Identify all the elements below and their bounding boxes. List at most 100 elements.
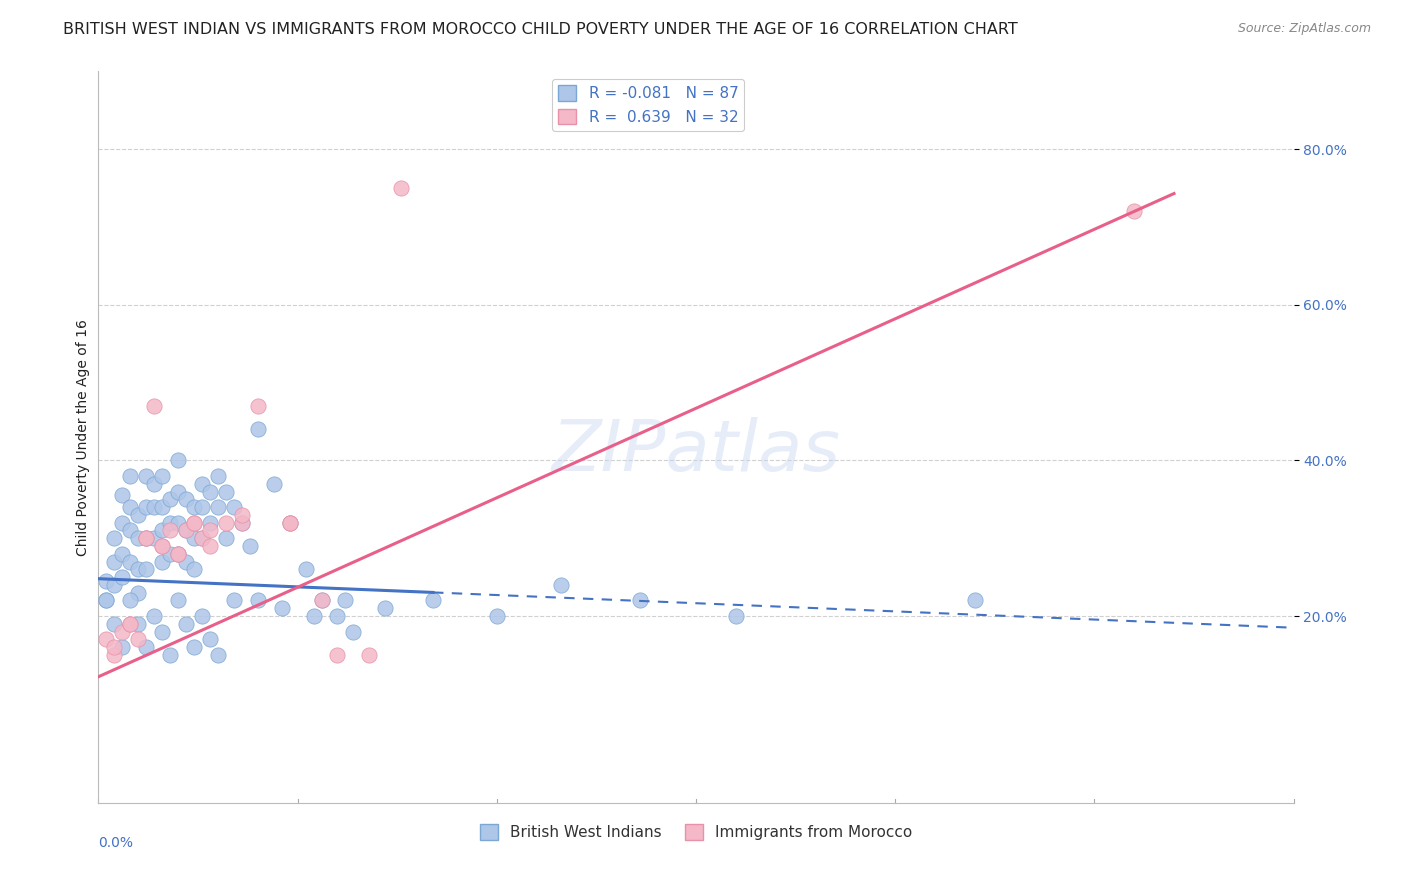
- Point: [231, 508, 253, 522]
- Point: [278, 516, 301, 530]
- Point: [246, 399, 269, 413]
- Point: [120, 469, 142, 483]
- Point: [246, 593, 269, 607]
- Point: [191, 476, 214, 491]
- Point: [120, 616, 142, 631]
- Point: [207, 500, 229, 515]
- Point: [167, 453, 190, 467]
- Point: [191, 531, 214, 545]
- Point: [103, 616, 125, 631]
- Point: [174, 524, 197, 538]
- Point: [127, 616, 149, 631]
- Point: [311, 593, 333, 607]
- Text: Source: ZipAtlas.com: Source: ZipAtlas.com: [1237, 22, 1371, 36]
- Point: [120, 616, 142, 631]
- Point: [127, 531, 149, 545]
- Point: [143, 500, 166, 515]
- Point: [239, 539, 262, 553]
- Point: [103, 578, 125, 592]
- Point: [103, 640, 125, 655]
- Point: [135, 640, 157, 655]
- Point: [198, 539, 221, 553]
- Point: [311, 593, 333, 607]
- Point: [359, 648, 381, 662]
- Point: [278, 516, 301, 530]
- Point: [111, 640, 134, 655]
- Point: [263, 476, 285, 491]
- Point: [231, 516, 253, 530]
- Point: [550, 578, 572, 592]
- Point: [135, 531, 157, 545]
- Point: [159, 516, 181, 530]
- Point: [174, 524, 197, 538]
- Point: [135, 500, 157, 515]
- Point: [183, 516, 205, 530]
- Point: [96, 632, 118, 647]
- Point: [183, 640, 205, 655]
- Point: [342, 624, 364, 639]
- Point: [174, 616, 197, 631]
- Point: [111, 624, 134, 639]
- Point: [485, 609, 508, 624]
- Point: [215, 516, 238, 530]
- Point: [150, 500, 173, 515]
- Point: [120, 524, 142, 538]
- Point: [150, 555, 173, 569]
- Point: [150, 539, 173, 553]
- Point: [150, 524, 173, 538]
- Point: [207, 469, 229, 483]
- Point: [96, 593, 118, 607]
- Point: [374, 601, 396, 615]
- Point: [167, 484, 190, 499]
- Point: [127, 508, 149, 522]
- Text: BRITISH WEST INDIAN VS IMMIGRANTS FROM MOROCCO CHILD POVERTY UNDER THE AGE OF 16: BRITISH WEST INDIAN VS IMMIGRANTS FROM M…: [63, 22, 1018, 37]
- Point: [111, 516, 134, 530]
- Point: [198, 632, 221, 647]
- Point: [96, 593, 118, 607]
- Point: [150, 469, 173, 483]
- Point: [198, 516, 221, 530]
- Point: [167, 547, 190, 561]
- Legend: British West Indians, Immigrants from Morocco: British West Indians, Immigrants from Mo…: [474, 818, 918, 847]
- Point: [159, 648, 181, 662]
- Point: [294, 562, 316, 576]
- Point: [127, 632, 149, 647]
- Point: [150, 539, 173, 553]
- Point: [135, 531, 157, 545]
- Point: [143, 609, 166, 624]
- Point: [198, 484, 221, 499]
- Point: [143, 399, 166, 413]
- Point: [628, 593, 651, 607]
- Point: [335, 593, 357, 607]
- Point: [120, 500, 142, 515]
- Point: [246, 422, 269, 436]
- Point: [103, 555, 125, 569]
- Point: [198, 524, 221, 538]
- Point: [111, 570, 134, 584]
- Point: [96, 574, 118, 588]
- Point: [183, 531, 205, 545]
- Point: [135, 531, 157, 545]
- Point: [963, 593, 986, 607]
- Point: [302, 609, 325, 624]
- Point: [191, 531, 214, 545]
- Point: [174, 492, 197, 507]
- Point: [135, 469, 157, 483]
- Point: [183, 562, 205, 576]
- Point: [120, 555, 142, 569]
- Point: [103, 648, 125, 662]
- Point: [167, 516, 190, 530]
- Point: [159, 547, 181, 561]
- Point: [231, 516, 253, 530]
- Point: [422, 593, 444, 607]
- Point: [111, 547, 134, 561]
- Point: [724, 609, 747, 624]
- Point: [207, 648, 229, 662]
- Text: ZIPatlas: ZIPatlas: [551, 417, 841, 486]
- Point: [183, 516, 205, 530]
- Point: [174, 555, 197, 569]
- Point: [150, 624, 173, 639]
- Point: [103, 531, 125, 545]
- Point: [143, 476, 166, 491]
- Point: [326, 609, 349, 624]
